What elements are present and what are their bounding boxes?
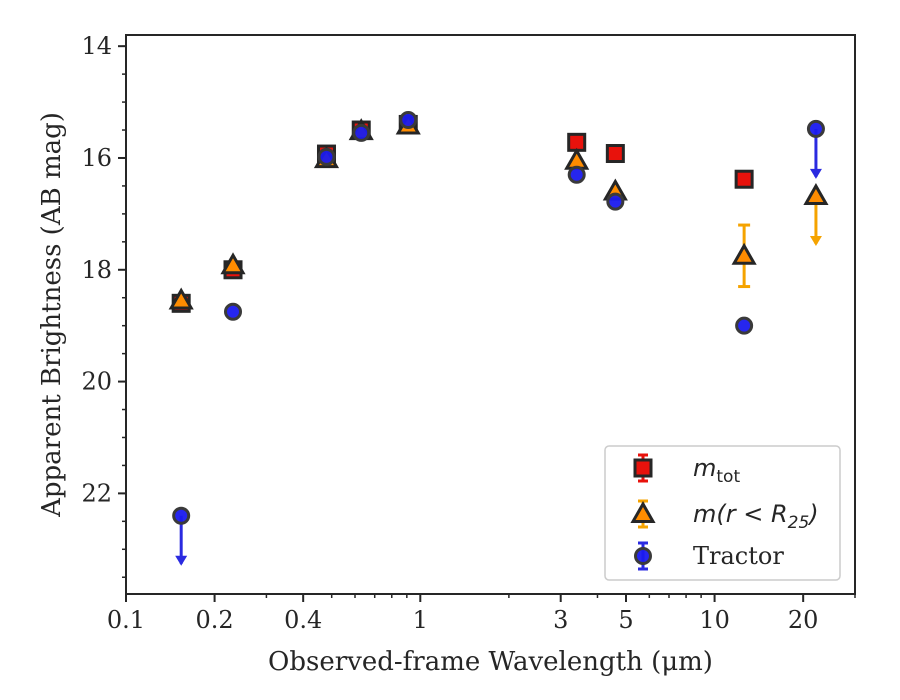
series-2 [172,110,825,566]
legend-entry: m(r < R25) [630,499,819,533]
legend-entry: mtot [633,453,740,487]
circle-marker [567,165,586,184]
data-point [172,506,191,566]
plot-frame [125,34,856,595]
y-axis-label: Apparent Brightness (AB mag) [37,112,67,518]
square-marker [605,144,625,164]
data-point [605,144,625,164]
square-marker [734,169,754,189]
data-point [734,169,754,189]
data-point [224,302,243,321]
legend: mtot m(r < R25) Tractor [604,445,841,581]
data-point [317,147,336,166]
circle-marker [352,123,371,142]
upper-limit-arrow-head [175,555,188,566]
data-point [806,119,825,179]
x-tick-label: 0.4 [284,606,322,634]
triangle-marker [168,287,194,310]
data-point [735,316,754,335]
y-tick-label: 22 [81,479,112,507]
upper-limit-arrow-head [809,235,822,246]
circle-marker [224,302,243,321]
y-axis-ticks: 14 16 18 20 22 [81,32,126,578]
x-tick-label: 20 [788,606,819,634]
data-marks [168,110,829,566]
triangle-marker [220,252,246,275]
circle-marker [317,147,336,166]
upper-limit-arrow-head [809,168,822,179]
y-tick-label: 16 [81,144,112,172]
triangle-marker [731,242,757,265]
circle-marker [399,110,418,129]
y-tick-label: 20 [81,368,112,396]
data-point [803,182,829,246]
x-axis-ticks: 0.1 0.2 0.4 1 3 5 10 20 [107,594,856,634]
data-point [352,123,371,142]
data-point [399,110,418,129]
data-point [220,252,246,275]
x-tick-label: 3 [553,606,568,634]
legend-label: m(r < R25) [693,500,819,533]
x-tick-label: 1 [413,606,428,634]
data-point [567,165,586,184]
legend-box [604,445,841,581]
x-tick-label: 0.1 [107,606,145,634]
circle-marker [606,192,625,211]
circle-marker [735,316,754,335]
triangle-marker [803,182,829,205]
legend-square-marker [633,458,653,478]
y-tick-label: 18 [81,256,112,284]
circle-marker [806,119,825,138]
legend-triangle-marker [630,500,656,523]
x-tick-label: 0.2 [196,606,234,634]
x-tick-label: 10 [699,606,730,634]
data-point [168,287,194,310]
legend-circle-marker [634,547,652,565]
circle-marker [172,506,191,525]
x-tick-label: 5 [618,606,633,634]
legend-label: Tractor [693,542,784,570]
legend-label: mtot [693,454,740,487]
legend-entry: Tractor [634,541,784,571]
data-point [606,192,625,211]
data-point [731,223,757,289]
y-tick-label: 14 [81,32,112,60]
x-axis-label: Observed-frame Wavelength (μm) [268,647,713,677]
